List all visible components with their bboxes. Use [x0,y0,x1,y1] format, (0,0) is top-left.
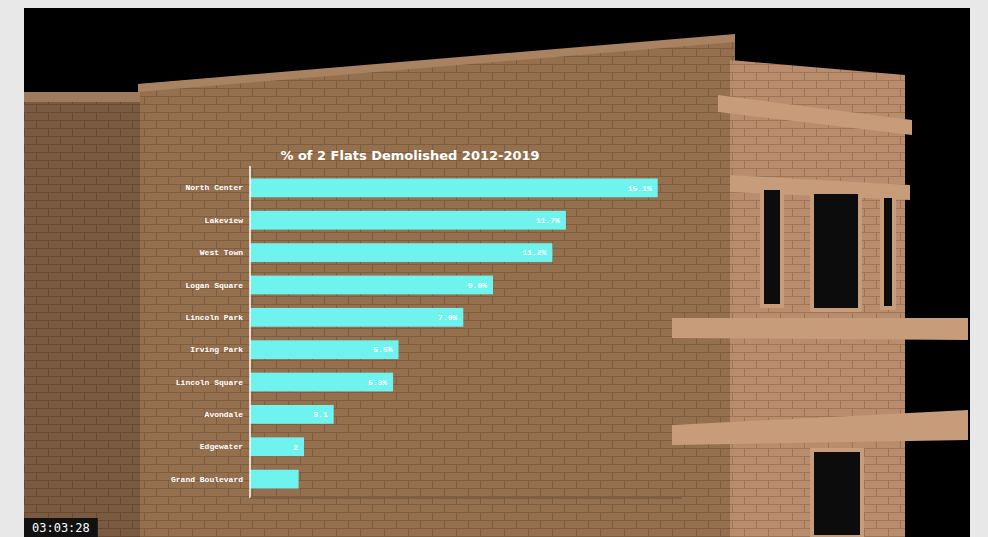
axis-line [250,498,682,499]
bar [250,470,299,489]
timestamp-box [24,518,98,537]
tick: Lakeview [205,216,244,225]
left-building [24,92,142,537]
data-labels: 15.1% 11.7% 11.2% 9.0% 7.9% 5.5% 5.3% 3.1 2 [293,184,652,452]
tick-label: Lakeview [205,216,244,225]
main-cornice [138,34,735,92]
bar [250,405,334,424]
bars [250,178,658,488]
bay-cornice [718,95,912,135]
data-label: 5.3% [368,378,387,387]
bar [250,243,552,262]
left-cornice [24,92,142,102]
bar [250,340,399,359]
bar [250,437,304,456]
main-wall [140,38,735,537]
scene-background [24,8,970,537]
bay-sill [672,318,968,340]
tick: Grand Boulevard [171,475,243,484]
data-label: 3.1 [313,410,328,419]
bar [250,308,463,327]
data-label: 9.0% [468,281,487,290]
bar [250,211,566,230]
tick-label: Lincoln Park [185,313,243,322]
data-label: 15.1% [628,184,652,193]
data-label: 2 [293,443,298,452]
tick: Lincoln Park [185,313,243,322]
tick-label: Logan Square [185,281,243,290]
y-axis: North Center Lakeview West Town Logan Squar… [171,166,250,498]
data-label: 11.2% [522,248,546,257]
bar [250,178,658,197]
timestamp: 03:03:28 [24,518,98,537]
window [812,450,862,537]
data-label: 11.7% [536,216,560,225]
bar [250,373,393,392]
window [762,188,782,306]
window [812,192,860,310]
tick-label: Edgewater [200,442,243,451]
tick-label: Grand Boulevard [171,475,243,484]
data-label: 5.5% [373,345,392,354]
tick: North Center [185,183,243,192]
x-axis [250,498,682,499]
tick-label: Lincoln Square [176,378,243,387]
timestamp-text: 03:03:28 [32,521,90,535]
axis-line [249,166,251,498]
chart-title: % of 2 Flats Demolished 2012-2019 [280,148,539,163]
data-label: 7.9% [438,313,457,322]
bay-wall [730,60,905,537]
chart-root: % of 2 Flats Demolished 2012-2019 North C… [0,0,988,537]
tick: Edgewater [200,442,243,451]
tick: Lincoln Square [176,378,243,387]
porch-roof [672,410,968,445]
tick: Logan Square [185,281,243,290]
tick-label: Avondale [205,410,244,419]
tick-label: North Center [185,183,243,192]
tick-label: Irving Park [190,345,243,354]
tick: Irving Park [190,345,243,354]
bar [250,276,493,295]
window [882,196,894,308]
tick-label: West Town [200,248,243,257]
tick: West Town [200,248,243,257]
tick: Avondale [205,410,244,419]
